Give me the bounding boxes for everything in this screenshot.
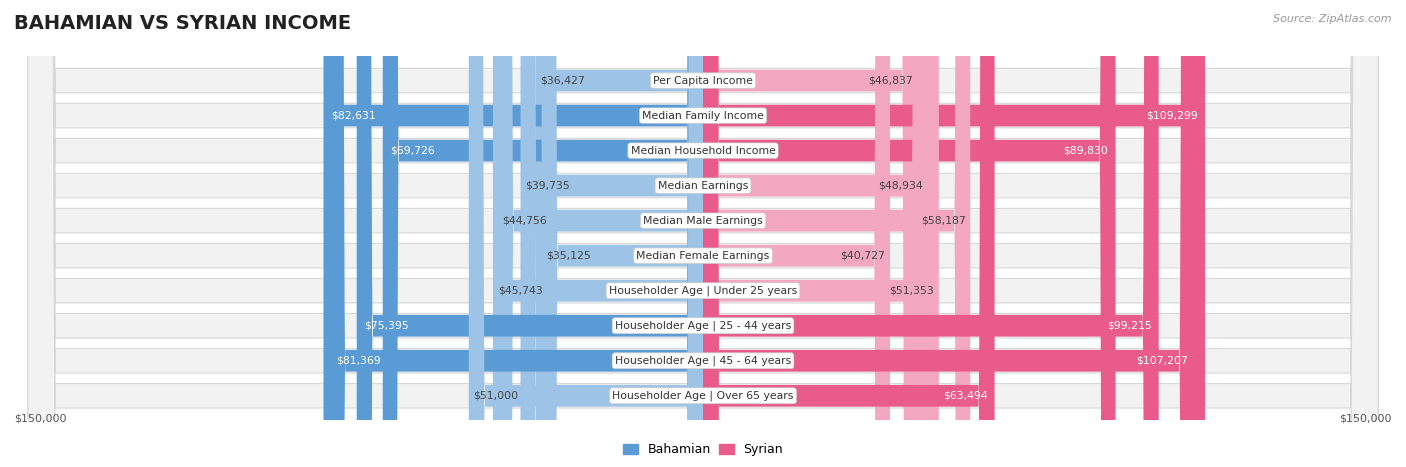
Text: Householder Age | 45 - 64 years: Householder Age | 45 - 64 years <box>614 355 792 366</box>
Text: $39,735: $39,735 <box>526 181 569 191</box>
Text: Householder Age | Over 65 years: Householder Age | Over 65 years <box>612 390 794 401</box>
Text: $51,000: $51,000 <box>474 391 519 401</box>
Text: $58,187: $58,187 <box>921 216 966 226</box>
FancyBboxPatch shape <box>28 0 1378 467</box>
Text: $36,427: $36,427 <box>540 76 585 85</box>
Text: Householder Age | 25 - 44 years: Householder Age | 25 - 44 years <box>614 320 792 331</box>
FancyBboxPatch shape <box>520 0 703 467</box>
FancyBboxPatch shape <box>28 0 1378 467</box>
FancyBboxPatch shape <box>28 0 1378 467</box>
FancyBboxPatch shape <box>28 0 1378 467</box>
Legend: Bahamian, Syrian: Bahamian, Syrian <box>617 439 789 461</box>
Text: $69,726: $69,726 <box>389 146 434 156</box>
FancyBboxPatch shape <box>28 0 1378 467</box>
FancyBboxPatch shape <box>28 0 1378 467</box>
FancyBboxPatch shape <box>382 0 703 467</box>
Text: $35,125: $35,125 <box>547 251 592 261</box>
Text: Median Earnings: Median Earnings <box>658 181 748 191</box>
Text: Source: ZipAtlas.com: Source: ZipAtlas.com <box>1274 14 1392 24</box>
FancyBboxPatch shape <box>703 0 1205 467</box>
FancyBboxPatch shape <box>329 0 703 467</box>
Text: Median Household Income: Median Household Income <box>630 146 776 156</box>
FancyBboxPatch shape <box>541 0 703 467</box>
FancyBboxPatch shape <box>703 0 890 467</box>
FancyBboxPatch shape <box>536 0 703 467</box>
FancyBboxPatch shape <box>28 0 1378 467</box>
Text: $99,215: $99,215 <box>1107 321 1152 331</box>
FancyBboxPatch shape <box>468 0 703 467</box>
Text: BAHAMIAN VS SYRIAN INCOME: BAHAMIAN VS SYRIAN INCOME <box>14 14 352 33</box>
Text: Per Capita Income: Per Capita Income <box>652 76 754 85</box>
FancyBboxPatch shape <box>703 0 970 467</box>
FancyBboxPatch shape <box>703 0 918 467</box>
FancyBboxPatch shape <box>703 0 994 467</box>
Text: $51,353: $51,353 <box>889 286 934 296</box>
Text: $82,631: $82,631 <box>330 111 375 120</box>
Text: Median Female Earnings: Median Female Earnings <box>637 251 769 261</box>
Text: $63,494: $63,494 <box>942 391 987 401</box>
FancyBboxPatch shape <box>494 0 703 467</box>
FancyBboxPatch shape <box>357 0 703 467</box>
Text: $150,000: $150,000 <box>1340 414 1392 424</box>
FancyBboxPatch shape <box>28 0 1378 467</box>
Text: $46,837: $46,837 <box>869 76 914 85</box>
FancyBboxPatch shape <box>703 0 928 467</box>
Text: $89,830: $89,830 <box>1063 146 1108 156</box>
Text: $44,756: $44,756 <box>502 216 547 226</box>
Text: $75,395: $75,395 <box>364 321 409 331</box>
Text: Median Family Income: Median Family Income <box>643 111 763 120</box>
FancyBboxPatch shape <box>703 0 1159 467</box>
FancyBboxPatch shape <box>28 0 1378 467</box>
Text: $150,000: $150,000 <box>14 414 66 424</box>
Text: $109,299: $109,299 <box>1146 111 1198 120</box>
FancyBboxPatch shape <box>703 0 939 467</box>
Text: $81,369: $81,369 <box>336 356 381 366</box>
Text: Median Male Earnings: Median Male Earnings <box>643 216 763 226</box>
Text: $48,934: $48,934 <box>879 181 922 191</box>
Text: $40,727: $40,727 <box>841 251 886 261</box>
FancyBboxPatch shape <box>323 0 703 467</box>
FancyBboxPatch shape <box>703 0 1115 467</box>
Text: $45,743: $45,743 <box>498 286 543 296</box>
Text: Householder Age | Under 25 years: Householder Age | Under 25 years <box>609 285 797 296</box>
Text: $107,207: $107,207 <box>1136 356 1188 366</box>
FancyBboxPatch shape <box>498 0 703 467</box>
FancyBboxPatch shape <box>703 0 1195 467</box>
FancyBboxPatch shape <box>28 0 1378 467</box>
